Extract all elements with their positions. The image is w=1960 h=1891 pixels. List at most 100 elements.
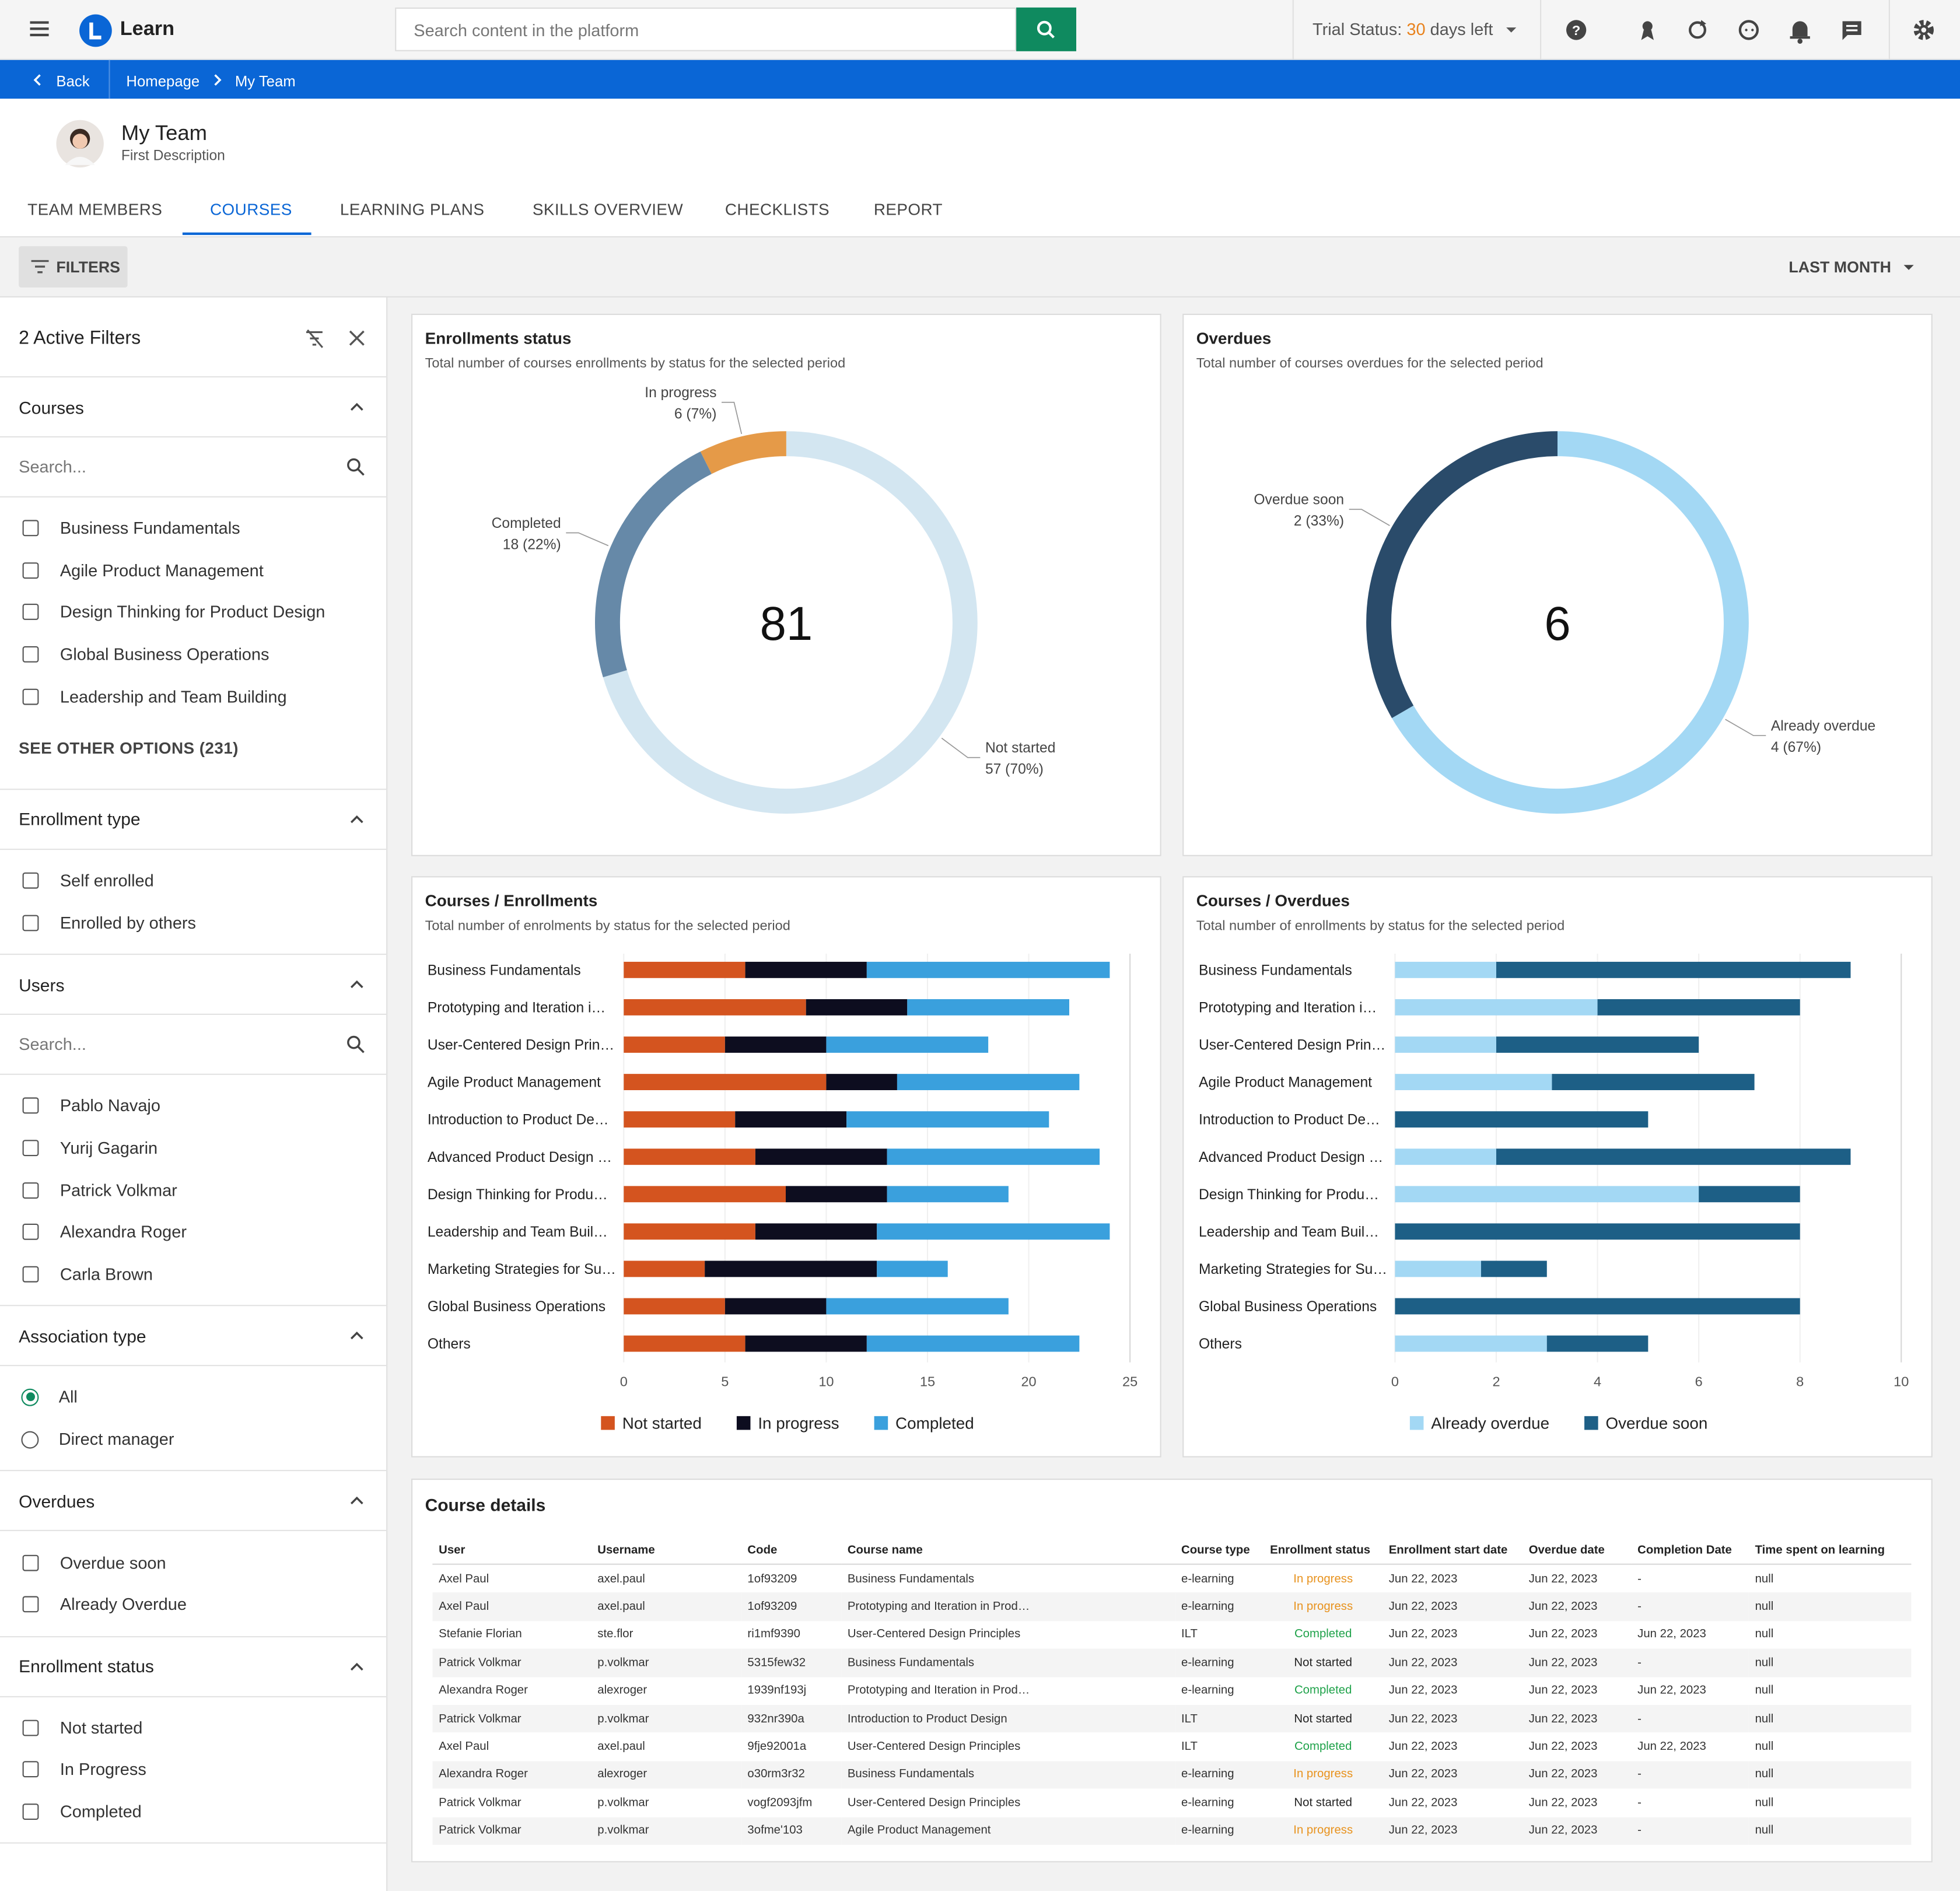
tab[interactable]: SKILLS OVERVIEW xyxy=(532,199,684,219)
checkbox[interactable] xyxy=(22,1554,39,1571)
column-header[interactable]: Overdue date xyxy=(1522,1537,1632,1565)
radio-button[interactable] xyxy=(21,1430,39,1448)
trial-status[interactable]: Trial Status: 30 days left xyxy=(1312,20,1518,38)
column-header[interactable]: Course name xyxy=(841,1537,1175,1565)
checkbox[interactable] xyxy=(22,915,39,932)
collapse-icon[interactable] xyxy=(350,1497,364,1505)
breadcrumb-item[interactable]: Homepage xyxy=(126,72,200,90)
filter-option[interactable]: Already Overdue xyxy=(0,1584,386,1626)
checkbox[interactable] xyxy=(22,688,39,705)
clear-filters-icon[interactable] xyxy=(305,329,325,349)
award-icon[interactable] xyxy=(1641,21,1654,40)
filter-option[interactable]: Carla Brown xyxy=(0,1253,386,1295)
table-cell: Alexandra Roger xyxy=(439,1683,528,1698)
checkbox[interactable] xyxy=(22,646,39,663)
back-link[interactable]: Back xyxy=(56,72,90,90)
close-icon[interactable] xyxy=(349,330,365,346)
filter-section-header[interactable]: Enrollment type xyxy=(0,790,387,850)
collapse-icon[interactable] xyxy=(350,402,364,411)
checkbox[interactable] xyxy=(22,1804,39,1820)
column-header[interactable]: Enrollment status xyxy=(1264,1537,1382,1565)
legend-swatch xyxy=(1584,1416,1598,1430)
table-row: Alexandra Roger alexroger o30rm3r32 Busines… xyxy=(432,1760,1912,1789)
filter-option[interactable]: Self enrolled xyxy=(0,860,386,902)
tab[interactable]: TEAM MEMBERS xyxy=(27,199,163,219)
column-header[interactable]: Course type xyxy=(1175,1537,1264,1565)
filter-option[interactable]: Completed xyxy=(0,1791,386,1833)
profile-icon[interactable] xyxy=(1738,20,1759,40)
tab[interactable]: CHECKLISTS xyxy=(724,199,830,219)
filter-search[interactable]: Search... xyxy=(0,1015,387,1076)
filter-option[interactable]: Business Fundamentals xyxy=(0,507,386,549)
column-header[interactable]: Time spent on learning xyxy=(1748,1537,1912,1565)
column-header[interactable]: Enrollment start date xyxy=(1382,1537,1522,1565)
checkbox[interactable] xyxy=(22,1266,39,1283)
filters-button[interactable]: FILTERS xyxy=(19,246,128,288)
filter-option[interactable]: Alexandra Roger xyxy=(0,1211,386,1253)
checkbox[interactable] xyxy=(22,520,39,537)
search-box[interactable]: Search content in the platform xyxy=(395,7,1017,51)
filter-option[interactable]: Overdue soon xyxy=(0,1542,386,1584)
bell-icon[interactable] xyxy=(1790,21,1810,44)
checkbox[interactable] xyxy=(22,873,39,890)
filter-option[interactable]: Not started xyxy=(0,1707,386,1749)
tab[interactable]: COURSES xyxy=(210,199,292,219)
menu-icon[interactable] xyxy=(30,20,50,37)
filter-option[interactable]: Leadership and Team Building xyxy=(0,675,386,717)
checkbox[interactable] xyxy=(22,562,39,579)
checkbox[interactable] xyxy=(22,1182,39,1199)
filter-option[interactable]: Enrolled by others xyxy=(0,902,386,944)
filter-section-header[interactable]: Courses xyxy=(0,377,387,437)
tab[interactable]: LEARNING PLANS xyxy=(340,199,485,219)
filter-option[interactable]: Design Thinking for Product Design xyxy=(0,591,386,633)
filter-section-header[interactable]: Overdues xyxy=(0,1472,387,1532)
column-header[interactable]: Completion Date xyxy=(1631,1537,1749,1565)
table-cell: Not started xyxy=(1264,1648,1382,1677)
radio-button[interactable] xyxy=(21,1388,39,1406)
filter-option-label: Direct manager xyxy=(58,1430,174,1449)
help-icon[interactable]: ? xyxy=(1566,20,1587,40)
bar-segment xyxy=(1395,1074,1552,1090)
bar-segment xyxy=(1395,961,1496,978)
collapse-icon[interactable] xyxy=(350,815,364,824)
filter-section-header[interactable]: Association type xyxy=(0,1307,387,1367)
filter-option[interactable]: Patrick Volkmar xyxy=(0,1169,386,1211)
category-label: Business Fundamentals xyxy=(1199,962,1352,978)
column-header[interactable]: Code xyxy=(741,1537,842,1565)
search-button[interactable] xyxy=(1016,7,1076,51)
see-more-link[interactable]: SEE OTHER OPTIONS (231) xyxy=(19,739,239,758)
chat-icon[interactable] xyxy=(1842,21,1861,40)
filter-section-header[interactable]: Enrollment status xyxy=(0,1637,387,1697)
filter-option[interactable]: Agile Product Management xyxy=(0,549,386,591)
tab[interactable]: REPORT xyxy=(873,199,943,219)
table-cell: Prototyping and Iteration in Prod… xyxy=(847,1683,1030,1698)
table-cell: Alexandra Roger xyxy=(432,1760,592,1789)
checkbox[interactable] xyxy=(22,1596,39,1613)
filter-option[interactable]: All xyxy=(0,1377,386,1419)
bar-segment xyxy=(785,1186,887,1203)
collapse-icon[interactable] xyxy=(350,1331,364,1340)
column-header[interactable]: Username xyxy=(591,1537,741,1565)
filter-option[interactable]: In Progress xyxy=(0,1749,386,1791)
checkbox[interactable] xyxy=(22,1140,39,1157)
checkbox[interactable] xyxy=(22,604,39,621)
period-select[interactable]: LAST MONTH xyxy=(1788,259,1915,276)
filter-search[interactable]: Search... xyxy=(0,437,387,498)
filter-option[interactable]: Pablo Navajo xyxy=(0,1085,386,1127)
checkbox[interactable] xyxy=(22,1224,39,1241)
settings-icon[interactable] xyxy=(1913,20,1934,40)
table-row: Patrick Volkmar p.volkmar vogf2093jfm User-… xyxy=(432,1789,1911,1817)
checkbox[interactable] xyxy=(22,1720,39,1736)
column-header[interactable]: User xyxy=(432,1537,592,1565)
filter-option[interactable]: Global Business Operations xyxy=(0,633,386,675)
collapse-icon[interactable] xyxy=(350,980,364,989)
filter-section-header[interactable]: Users xyxy=(0,955,387,1015)
sync-icon[interactable] xyxy=(1688,20,1706,39)
checkbox[interactable] xyxy=(22,1762,39,1778)
checkbox[interactable] xyxy=(22,1098,39,1115)
filter-option-label: Completed xyxy=(60,1802,142,1822)
bar-segment xyxy=(1546,1335,1648,1352)
collapse-icon[interactable] xyxy=(350,1662,364,1671)
filter-option[interactable]: Direct manager xyxy=(0,1419,386,1461)
filter-option[interactable]: Yurij Gagarin xyxy=(0,1127,386,1169)
